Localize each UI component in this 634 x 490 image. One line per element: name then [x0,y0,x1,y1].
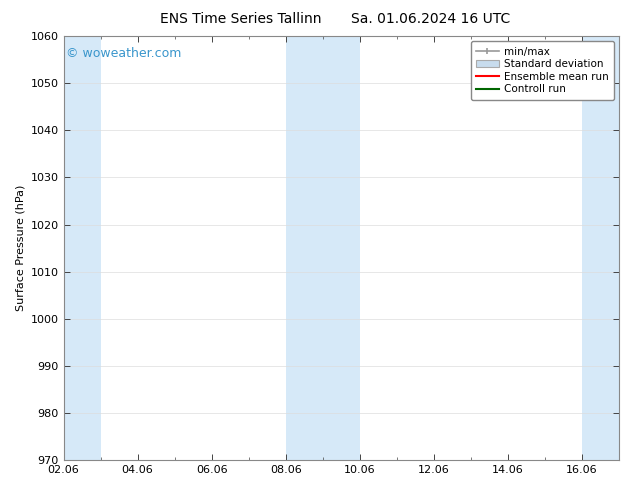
Text: ENS Time Series Tallinn: ENS Time Series Tallinn [160,12,321,26]
Bar [63,36,101,460]
Text: © woweather.com: © woweather.com [67,47,182,60]
Bar [582,36,619,460]
Legend: min/max, Standard deviation, Ensemble mean run, Controll run: min/max, Standard deviation, Ensemble me… [470,41,614,99]
Bar [286,36,359,460]
Text: Sa. 01.06.2024 16 UTC: Sa. 01.06.2024 16 UTC [351,12,511,26]
Y-axis label: Surface Pressure (hPa): Surface Pressure (hPa) [15,185,25,311]
